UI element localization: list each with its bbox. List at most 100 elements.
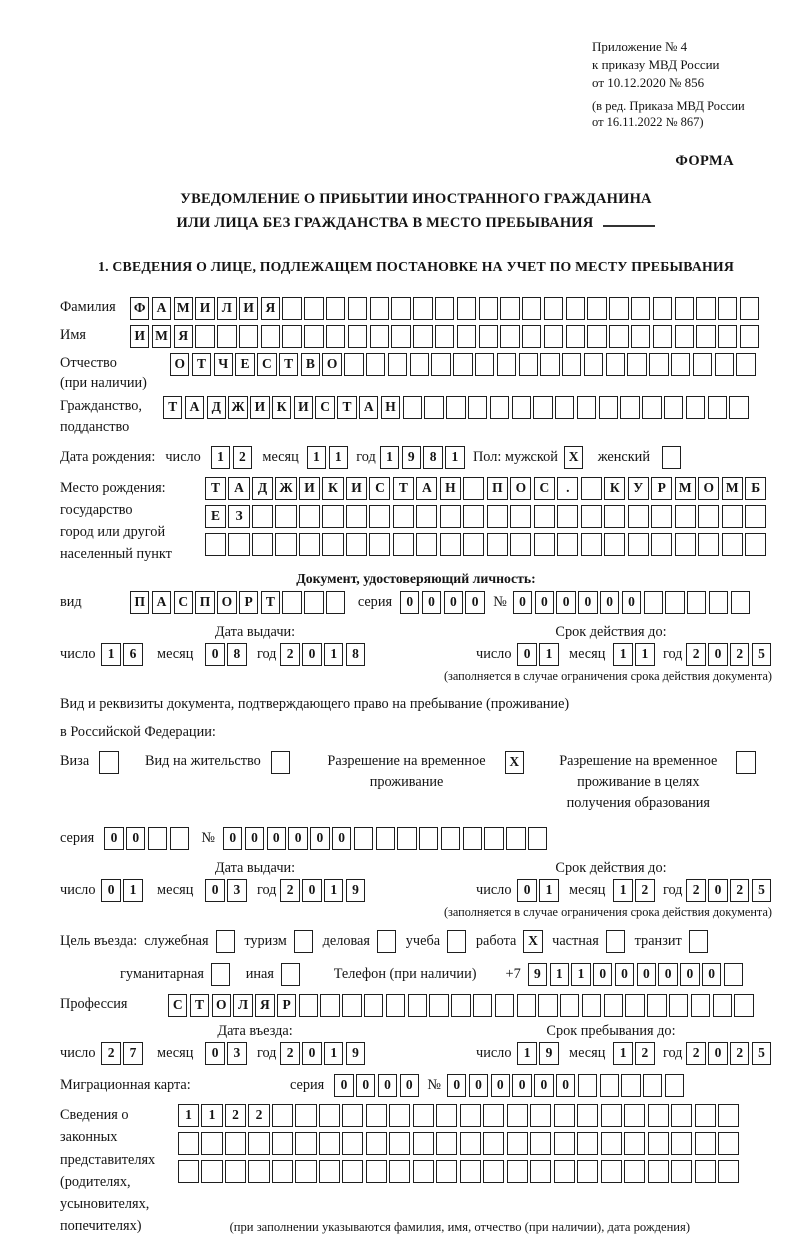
char-box[interactable] [369, 532, 391, 556]
char-box[interactable] [506, 1132, 528, 1156]
char-box[interactable]: А [184, 396, 205, 420]
char-box[interactable]: 5 [751, 879, 772, 903]
char-box[interactable] [562, 352, 582, 376]
char-box[interactable] [462, 827, 483, 851]
char-box[interactable] [248, 1160, 270, 1184]
char-box[interactable] [664, 1074, 685, 1098]
char-box[interactable]: 0 [621, 591, 642, 615]
char-box[interactable]: Т [337, 396, 357, 420]
char-box[interactable]: Т [191, 352, 212, 376]
char-box[interactable] [730, 591, 751, 615]
char-box[interactable] [696, 324, 716, 348]
char-box[interactable] [605, 352, 626, 376]
char-box[interactable] [451, 994, 471, 1018]
char-box[interactable]: 2 [686, 643, 706, 667]
char-box[interactable] [376, 930, 397, 954]
char-box[interactable] [391, 296, 411, 320]
char-box[interactable] [478, 296, 498, 320]
char-box[interactable]: 9 [539, 1042, 559, 1066]
char-box[interactable] [326, 591, 346, 615]
char-box[interactable] [624, 1132, 646, 1156]
char-box[interactable] [282, 296, 302, 320]
char-box[interactable] [304, 591, 324, 615]
char-box[interactable] [627, 352, 647, 376]
char-box[interactable]: Ж [228, 396, 248, 420]
char-box[interactable] [483, 1104, 505, 1128]
char-box[interactable]: 2 [686, 1042, 706, 1066]
char-box[interactable]: 2 [730, 1042, 750, 1066]
char-box[interactable] [413, 324, 433, 348]
char-box[interactable]: Я [173, 324, 193, 348]
char-box[interactable]: 1 [445, 445, 465, 469]
char-box[interactable] [195, 324, 215, 348]
char-box[interactable] [389, 1160, 411, 1184]
char-box[interactable]: Н [380, 396, 401, 420]
char-box[interactable] [345, 504, 367, 528]
char-box[interactable] [178, 1132, 200, 1156]
char-box[interactable] [238, 324, 259, 348]
char-box[interactable]: Р [651, 476, 673, 500]
char-box[interactable] [745, 504, 767, 528]
char-box[interactable]: 0 [244, 827, 265, 851]
char-box[interactable]: 9 [345, 879, 366, 903]
char-box[interactable]: О [322, 352, 342, 376]
char-box[interactable]: X [504, 751, 524, 775]
char-box[interactable] [522, 324, 542, 348]
char-box[interactable]: 0 [101, 879, 121, 903]
char-box[interactable] [270, 751, 291, 775]
char-box[interactable] [674, 532, 696, 556]
char-box[interactable] [543, 296, 564, 320]
char-box[interactable]: 0 [465, 591, 485, 615]
char-box[interactable] [251, 504, 274, 528]
char-box[interactable]: М [674, 476, 696, 500]
char-box[interactable]: С [369, 476, 391, 500]
char-box[interactable]: 0 [708, 643, 728, 667]
char-box[interactable]: 0 [356, 1074, 376, 1098]
char-box[interactable] [627, 532, 649, 556]
char-box[interactable]: Ф [130, 296, 150, 320]
char-box[interactable] [365, 1104, 387, 1128]
char-box[interactable] [369, 324, 389, 348]
char-box[interactable] [260, 324, 281, 348]
char-box[interactable]: Т [278, 352, 299, 376]
char-box[interactable]: 0 [517, 879, 537, 903]
char-box[interactable] [429, 994, 449, 1018]
char-box[interactable]: 0 [399, 1074, 419, 1098]
char-box[interactable] [99, 751, 119, 775]
char-box[interactable] [518, 352, 538, 376]
char-box[interactable]: 1 [324, 643, 344, 667]
char-box[interactable]: 1 [210, 445, 231, 469]
char-box[interactable] [661, 445, 682, 469]
char-box[interactable] [647, 1104, 669, 1128]
char-box[interactable]: 8 [423, 445, 443, 469]
char-box[interactable]: Д [206, 396, 226, 420]
char-box[interactable]: 1 [517, 1042, 537, 1066]
char-box[interactable]: 2 [101, 1042, 121, 1066]
char-box[interactable]: . [557, 476, 579, 500]
char-box[interactable]: 2 [686, 879, 706, 903]
char-box[interactable] [389, 1132, 411, 1156]
char-box[interactable] [446, 396, 466, 420]
char-box[interactable]: К [604, 476, 626, 500]
char-box[interactable] [694, 1160, 716, 1184]
char-box[interactable]: Т [392, 476, 414, 500]
char-box[interactable]: 0 [266, 827, 286, 851]
char-box[interactable] [530, 1132, 552, 1156]
char-box[interactable] [685, 396, 706, 420]
char-box[interactable]: М [721, 476, 743, 500]
char-box[interactable]: 1 [324, 1042, 344, 1066]
char-box[interactable]: 0 [593, 963, 613, 987]
char-box[interactable]: X [523, 930, 543, 954]
char-box[interactable] [293, 930, 314, 954]
char-box[interactable] [718, 1132, 740, 1156]
char-box[interactable] [436, 1104, 458, 1128]
char-box[interactable] [736, 352, 756, 376]
char-box[interactable]: 0 [400, 591, 420, 615]
char-box[interactable] [392, 532, 414, 556]
char-box[interactable]: 2 [280, 643, 300, 667]
char-box[interactable] [577, 1160, 599, 1184]
char-box[interactable] [555, 396, 575, 420]
char-box[interactable] [624, 1104, 646, 1128]
char-box[interactable]: 0 [555, 1074, 576, 1098]
char-box[interactable] [510, 532, 532, 556]
